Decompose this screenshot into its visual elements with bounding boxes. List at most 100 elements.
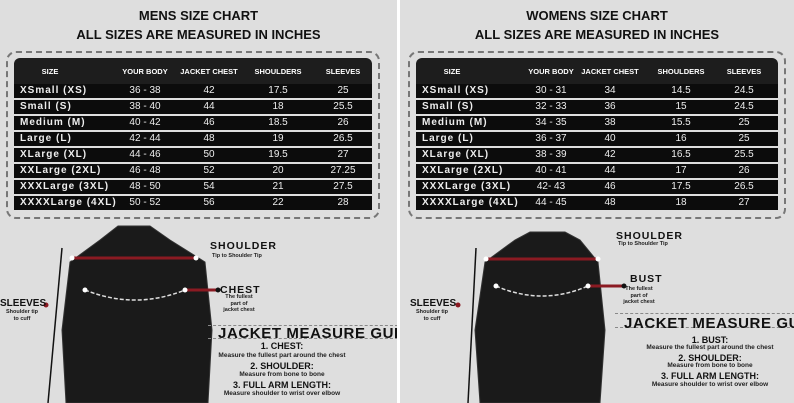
table-row: XXLarge (2XL) 40 - 41 44 17 26 — [416, 164, 778, 178]
table-header: SIZE YOUR BODY JACKET CHEST SHOULDERS SLEEVE… — [14, 58, 372, 84]
table-header: SIZE YOUR BODY JACKET CHEST SHOULDERS SLEEVE… — [416, 58, 778, 84]
sleeves-cell: 27 — [738, 197, 750, 208]
shoulder-sublabel: Tip to Shoulder Tip — [212, 253, 262, 259]
size-table: SIZE YOUR BODY JACKET CHEST SHOULDERS SLEEVE… — [408, 51, 786, 219]
chest-sublabel: The fullest part of jacket chest — [223, 294, 255, 313]
sleeve-dot — [43, 302, 49, 308]
chest-cell: 48 — [203, 133, 215, 144]
chest-cell: 40 — [604, 133, 616, 144]
column-header-your-body: YOUR BODY — [528, 67, 574, 76]
shoulders-cell: 17.5 — [671, 181, 691, 192]
body-cell: 42 - 44 — [129, 133, 161, 144]
shoulders-cell: 17.5 — [268, 85, 288, 96]
body-cell: 36 - 38 — [129, 85, 161, 96]
column-header-jacket-chest: JACKET CHEST — [581, 67, 639, 76]
sleeves-cell: 26.5 — [333, 133, 353, 144]
sleeves-cell: 25 — [337, 85, 349, 96]
shoulders-cell: 18 — [272, 101, 284, 112]
chart-title: WOMENS SIZE CHART — [526, 8, 668, 23]
body-cell: 38 - 39 — [535, 149, 567, 160]
column-header-sleeves: SLEEVES — [325, 67, 361, 76]
chest-label: BUST — [630, 273, 663, 285]
table-row: XXXLarge (3XL) 48 - 50 54 21 27.5 — [14, 180, 372, 194]
column-header-jacket-chest: JACKET CHEST — [180, 67, 238, 76]
guide-divider — [615, 327, 794, 328]
size-cell: XXXXLarge (4XL) — [20, 197, 117, 208]
chest-cell: 48 — [604, 197, 616, 208]
shoulders-cell: 19 — [272, 133, 284, 144]
guide-item-heading: 1. BUST: — [691, 335, 729, 345]
column-header-shoulders: SHOULDERS — [254, 67, 302, 76]
shoulder-label: SHOULDER — [616, 230, 683, 242]
table-row: XLarge (XL) 44 - 46 50 19.5 27 — [14, 148, 372, 162]
size-cell: XSmall (XS) — [20, 85, 88, 96]
chest-cell: 54 — [203, 181, 215, 192]
jacket-illustration — [43, 225, 221, 403]
sleeves-label: SLEEVES — [410, 298, 457, 309]
table-row: XXLarge (2XL) 46 - 48 52 20 27.25 — [14, 164, 372, 178]
chest-cell: 38 — [604, 117, 616, 128]
size-cell: XLarge (XL) — [20, 149, 88, 160]
sleeves-cell: 27 — [337, 149, 349, 160]
measure-point — [595, 256, 601, 262]
shoulders-cell: 20 — [272, 165, 284, 176]
table-row: Medium (M) 40 - 42 46 18.5 26 — [14, 116, 372, 130]
guide-item-heading: 1. CHEST: — [260, 341, 304, 351]
chart-subtitle: ALL SIZES ARE MEASURED IN INCHES — [474, 27, 720, 42]
size-cell: XSmall (XS) — [422, 85, 490, 96]
table-row: XXXXLarge (4XL) 50 - 52 56 22 28 — [14, 196, 372, 210]
table-row: Medium (M) 34 - 35 38 15.5 25 — [416, 116, 778, 130]
chest-cell: 52 — [203, 165, 215, 176]
guide-divider — [615, 313, 794, 314]
column-header-shoulders: SHOULDERS — [657, 67, 705, 76]
size-cell: XXXLarge (3XL) — [20, 181, 110, 192]
measure-point — [585, 283, 591, 289]
chest-cell: 44 — [203, 101, 215, 112]
measure-point — [493, 283, 499, 289]
shoulder-label: SHOULDER — [210, 240, 277, 252]
guide-item-heading: 2. SHOULDER: — [678, 353, 742, 363]
sleeves-cell: 28 — [337, 197, 349, 208]
size-cell: XXLarge (2XL) — [20, 165, 102, 176]
size-cell: XXXXLarge (4XL) — [422, 197, 519, 208]
body-cell: 44 - 45 — [535, 197, 567, 208]
column-header-your-body: YOUR BODY — [122, 67, 168, 76]
size-cell: Large (L) — [20, 133, 72, 144]
body-cell: 32 - 33 — [535, 101, 567, 112]
sleeves-cell: 25 — [738, 117, 750, 128]
body-cell: 42- 43 — [536, 181, 566, 192]
table-row: Large (L) 36 - 37 40 16 25 — [416, 132, 778, 146]
sleeves-cell: 24.5 — [734, 85, 754, 96]
chest-pointer-dot — [621, 283, 627, 289]
size-cell: XXLarge (2XL) — [422, 165, 504, 176]
column-header-size: SIZE — [41, 67, 59, 76]
measure-point — [69, 255, 75, 261]
sleeves-cell: 25.5 — [333, 101, 353, 112]
shoulders-cell: 18.5 — [268, 117, 288, 128]
guide-divider — [208, 325, 397, 326]
size-cell: XXXLarge (3XL) — [422, 181, 512, 192]
guide-title: JACKET MEASURE GUIDE — [218, 325, 397, 342]
chest-cell: 46 — [203, 117, 215, 128]
sleeves-cell: 27.5 — [333, 181, 353, 192]
chest-sublabel: The fullest part of jacket chest — [623, 286, 655, 305]
measure-point — [193, 255, 199, 261]
body-cell: 46 - 48 — [129, 165, 161, 176]
sleeves-sublabel: Shoulder tip to cuff — [415, 309, 449, 322]
guide-item-description: Measure the fullest part around the ches… — [218, 352, 346, 359]
size-cell: Small (S) — [20, 101, 72, 112]
mens-size-chart-panel: MENS SIZE CHART ALL SIZES ARE MEASURED IN… — [0, 0, 397, 403]
guide-item-heading: 3. FULL ARM LENGTH: — [661, 371, 759, 381]
chest-measure-curve — [495, 285, 589, 297]
womens-size-chart-panel: WOMENS SIZE CHART ALL SIZES ARE MEASURED … — [400, 0, 794, 403]
shoulders-cell: 15.5 — [671, 117, 691, 128]
sleeves-cell: 26 — [337, 117, 349, 128]
shoulders-cell: 17 — [675, 165, 687, 176]
guide-divider — [208, 338, 397, 339]
table-row: Small (S) 32 - 33 36 15 24.5 — [416, 100, 778, 114]
chart-subtitle: ALL SIZES ARE MEASURED IN INCHES — [76, 27, 321, 42]
body-cell: 44 - 46 — [129, 149, 161, 160]
shoulders-cell: 18 — [675, 197, 687, 208]
table-row: XSmall (XS) 36 - 38 42 17.5 25 — [14, 84, 372, 98]
guide-title: JACKET MEASURE GUIDE — [624, 315, 794, 332]
